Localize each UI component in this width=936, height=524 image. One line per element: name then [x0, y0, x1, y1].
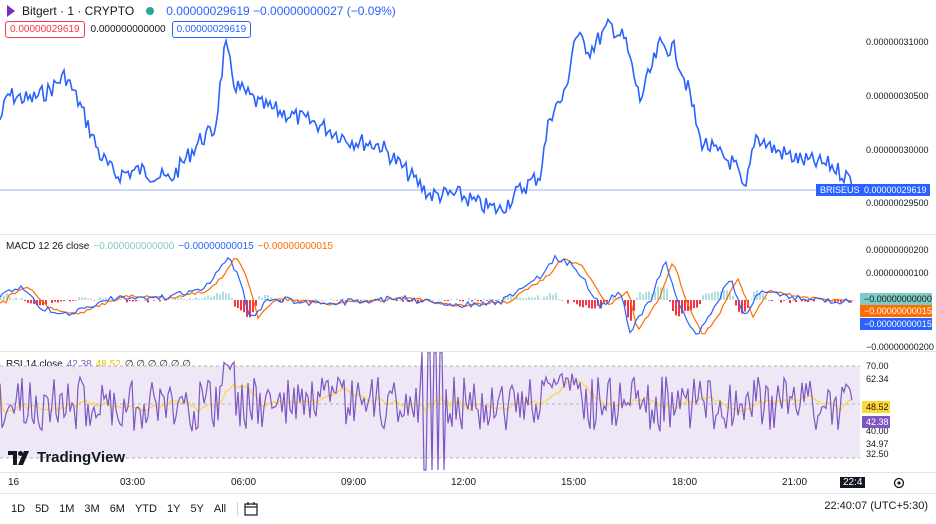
price-axis-label: 0.00000030500: [866, 91, 929, 101]
settings-gear-icon[interactable]: [892, 476, 906, 490]
time-axis-label: 12:00: [451, 477, 477, 488]
time-axis-border: [0, 472, 936, 473]
timeframe-5d-button[interactable]: 5D: [35, 503, 50, 515]
buy-price-button[interactable]: 0.00000029619: [171, 20, 252, 38]
macd-axis-label: 0.00000000200: [866, 245, 929, 255]
rsi-axis-label: 40.00: [866, 426, 889, 436]
symbol-title: Bitgert · 1 · CRYPTO: [22, 4, 135, 18]
rsi-ma-line: [0, 380, 853, 414]
macd-main-line: [0, 254, 853, 335]
quote-values: 0.00000029619 −0.00000000027 (−0.09%): [166, 4, 396, 18]
price-chart[interactable]: [0, 0, 860, 232]
time-axis-label: 21:00: [782, 477, 808, 488]
rsi-value: 42.38: [66, 359, 92, 370]
pane-separator[interactable]: [0, 351, 936, 352]
timeframe-all-button[interactable]: All: [213, 503, 227, 515]
timeframe-6m-button[interactable]: 6M: [109, 503, 125, 515]
market-status-icon: [146, 7, 155, 15]
time-cursor-label: 22:4: [840, 477, 866, 488]
rsi-ma-tag: 48.52: [862, 401, 890, 413]
bitgert-logo-icon: [7, 5, 15, 17]
rsi-main-line: [0, 352, 853, 471]
toolbar-border: [0, 493, 936, 494]
date-range-calendar-icon[interactable]: [244, 502, 260, 516]
pane-separator[interactable]: [0, 234, 936, 235]
macd-title: MACD 12 26 close: [6, 241, 90, 252]
brand-name: TradingView: [37, 449, 126, 466]
rsi-tag: 42.38: [862, 416, 890, 428]
rsi-axis-label: 34.97: [866, 439, 889, 449]
macd-chart[interactable]: [0, 236, 860, 350]
spread-value: 0.000000000000: [90, 23, 166, 35]
price-axis-label: 0.00000031000: [866, 37, 929, 47]
symbol-legend[interactable]: Bitgert · 1 · CRYPTO 0.00000029619 −0.00…: [6, 3, 396, 19]
bid-ask-row: 0.00000029619 0.000000000000 0.000000296…: [5, 20, 252, 38]
macd-histogram: [0, 286, 854, 321]
symbol-tag: BRISEUSC: [816, 184, 871, 196]
timeframe-1m-button[interactable]: 1M: [59, 503, 75, 515]
timeframe-ytd-button[interactable]: YTD: [134, 503, 157, 515]
time-axis-label: 18:00: [672, 477, 698, 488]
clock-timezone[interactable]: 22:40:07 (UTC+5:30): [824, 500, 928, 512]
macd-legend[interactable]: MACD 12 26 close −0.000000000000 −0.0000…: [6, 241, 333, 252]
macd-hist-tag: −0.00000000000: [860, 293, 932, 305]
macd-signal-tag: −0.00000000015: [860, 305, 932, 317]
rsi-axis-label: 62.34: [866, 374, 889, 384]
tradingview-logo[interactable]: TradingView: [8, 449, 125, 466]
rsi-axis-label: 32.50: [866, 449, 889, 459]
macd-signal-value: −0.00000000015: [257, 241, 334, 252]
tradingview-logo-icon: [8, 450, 29, 465]
timeframe-1y-button[interactable]: 1Y: [166, 503, 181, 515]
timeframe-5y-button[interactable]: 5Y: [190, 503, 204, 515]
sell-price-button[interactable]: 0.00000029619: [5, 20, 85, 38]
time-axis-label: 09:00: [341, 477, 367, 488]
time-axis-label: 03:00: [120, 477, 146, 488]
last-price-tag: 0.00000029619: [860, 184, 930, 196]
rsi-title: RSI 14 close: [6, 359, 63, 370]
rsi-axis-label: 70.00: [866, 361, 889, 371]
macd-axis-label: −0.00000000200: [866, 342, 934, 352]
macd-line-value: −0.00000000015: [178, 241, 254, 252]
macd-axis-label: 0.00000000100: [866, 268, 929, 278]
time-axis-label: 06:00: [231, 477, 257, 488]
price-series-line: [0, 17, 853, 216]
time-axis-label: 15:00: [561, 477, 587, 488]
timeframe-1d-button[interactable]: 1D: [11, 503, 26, 515]
timeframe-3m-button[interactable]: 3M: [84, 503, 100, 515]
macd-histogram-value: −0.000000000000: [93, 241, 175, 252]
price-axis-label: 0.00000029500: [866, 198, 929, 208]
timeframe-toolbar: 1D 5D 1M 3M 6M YTD 1Y 5Y All: [0, 494, 936, 524]
rsi-legend[interactable]: RSI 14 close 42.38 48.52 ∅ ∅ ∅ ∅ ∅ ∅: [6, 359, 191, 370]
rsi-ma-value: 48.52: [95, 359, 121, 370]
rsi-extra-values: ∅ ∅ ∅ ∅ ∅ ∅: [124, 359, 191, 370]
macd-line-tag: −0.00000000015: [860, 318, 932, 330]
price-axis-label: 0.00000030000: [866, 145, 929, 155]
time-axis-label: 16: [8, 477, 20, 488]
rsi-chart[interactable]: [0, 352, 860, 472]
